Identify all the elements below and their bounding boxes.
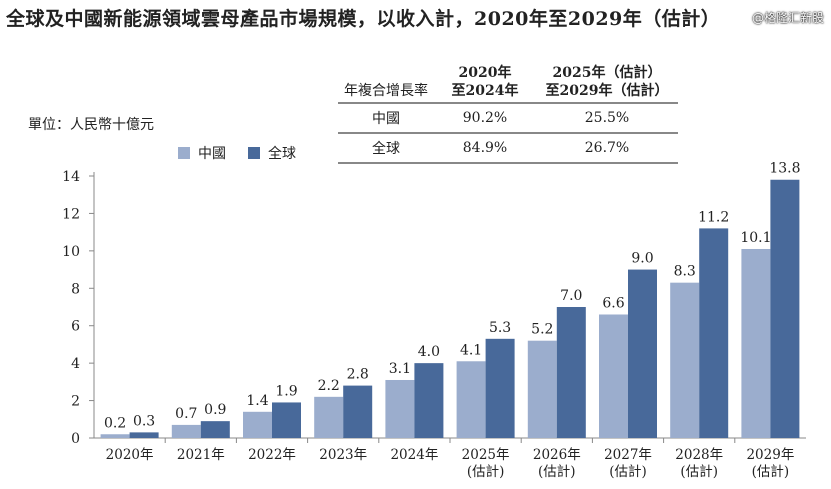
x-tick-label: (估計) (680, 464, 718, 480)
y-tick-label: 14 (62, 169, 80, 185)
data-label: 11.2 (698, 209, 729, 225)
data-label: 6.6 (602, 295, 624, 311)
x-tick-label: 2026年 (533, 447, 581, 463)
x-tick-label: (估計) (538, 464, 576, 480)
table-header: 2025年（估計） 至2029年（估計） (536, 62, 678, 104)
table-cell: 中國 (338, 103, 434, 134)
x-tick-label: 2021年 (177, 447, 225, 463)
x-tick-label: 2024年 (390, 447, 438, 463)
table-header: 年複合增長率 (338, 62, 434, 104)
legend-label: 中國 (198, 146, 226, 162)
y-tick-label: 4 (71, 356, 80, 372)
bar-china (527, 340, 557, 438)
x-tick-label: 2020年 (106, 447, 154, 463)
legend-item-global: 全球 (248, 143, 296, 163)
y-tick-label: 12 (62, 206, 80, 222)
table-row: 全球 84.9% 26.7% (338, 133, 678, 164)
data-label: 1.9 (275, 383, 297, 399)
legend: 中國 全球 (178, 143, 296, 163)
data-label: 13.8 (769, 161, 800, 177)
y-tick-label: 8 (71, 281, 80, 297)
data-label: 4.1 (460, 342, 482, 358)
bar-china (385, 379, 415, 438)
x-tick-label: 2029年 (746, 447, 794, 463)
y-tick-label: 2 (71, 394, 80, 410)
x-tick-label: 2023年 (319, 447, 367, 463)
table-cell: 全球 (338, 133, 434, 164)
data-label: 2.2 (318, 378, 340, 394)
bar-china (171, 424, 201, 438)
data-label: 0.3 (133, 413, 155, 429)
bar-china (599, 314, 628, 438)
x-tick-label: (估計) (467, 464, 505, 480)
bar-global (129, 432, 159, 438)
data-label: 5.3 (489, 320, 511, 336)
bar-global (343, 385, 373, 438)
x-tick-label: (估計) (609, 464, 647, 480)
legend-label: 全球 (268, 146, 296, 162)
table-header: 2020年 至2024年 (434, 62, 536, 104)
y-tick-label: 6 (71, 319, 80, 335)
bar-global (628, 269, 657, 438)
data-label: 4.0 (418, 344, 440, 360)
data-label: 3.1 (389, 361, 411, 377)
bar-china (670, 282, 700, 438)
bar-global (699, 228, 729, 438)
bar-china (243, 411, 272, 438)
unit-label: 單位：人民幣十億元 (28, 117, 154, 133)
chart-title: 全球及中國新能源領域雲母產品市場規模，以收入計，2020年至2029年（估計） (6, 8, 721, 30)
table-cell: 90.2% (434, 103, 536, 134)
table-header-row: 年複合增長率 2020年 至2024年 2025年（估計） 至2029年（估計） (338, 62, 678, 104)
x-tick-label: 2027年 (604, 447, 652, 463)
data-label: 2.8 (347, 367, 369, 383)
data-label: 0.7 (175, 406, 197, 422)
bar-global (200, 421, 230, 438)
data-label: 5.2 (531, 322, 553, 338)
x-tick-label: 2025年 (462, 447, 510, 463)
legend-item-china: 中國 (178, 143, 226, 163)
bar-global (272, 402, 301, 438)
watermark: @格隆汇新股 (752, 11, 825, 25)
bar-china (100, 434, 130, 438)
data-label: 7.0 (560, 288, 582, 304)
bar-china (314, 396, 344, 438)
bar-china (741, 248, 771, 438)
legend-swatch (178, 147, 190, 159)
data-label: 8.3 (674, 264, 696, 280)
legend-swatch (248, 147, 260, 159)
x-tick-label: (估計) (752, 464, 790, 480)
table-cell: 25.5% (536, 103, 678, 134)
data-label: 0.9 (204, 402, 226, 418)
bar-global (556, 307, 586, 438)
bar-global (770, 179, 800, 438)
x-tick-label: 2028年 (675, 447, 723, 463)
bar-global (485, 338, 515, 438)
table-row: 中國 90.2% 25.5% (338, 103, 678, 134)
data-label: 0.2 (104, 415, 126, 431)
cagr-table: 年複合增長率 2020年 至2024年 2025年（估計） 至2029年（估計）… (338, 62, 678, 164)
y-tick-label: 0 (71, 431, 80, 447)
data-label: 10.1 (740, 230, 771, 246)
y-tick-label: 10 (62, 244, 80, 260)
bar-global (414, 363, 444, 438)
table-cell: 26.7% (536, 133, 678, 164)
bar-china (456, 361, 486, 438)
x-tick-label: 2022年 (248, 447, 296, 463)
data-label: 9.0 (631, 251, 653, 267)
table-cell: 84.9% (434, 133, 536, 164)
data-label: 1.4 (246, 393, 268, 409)
